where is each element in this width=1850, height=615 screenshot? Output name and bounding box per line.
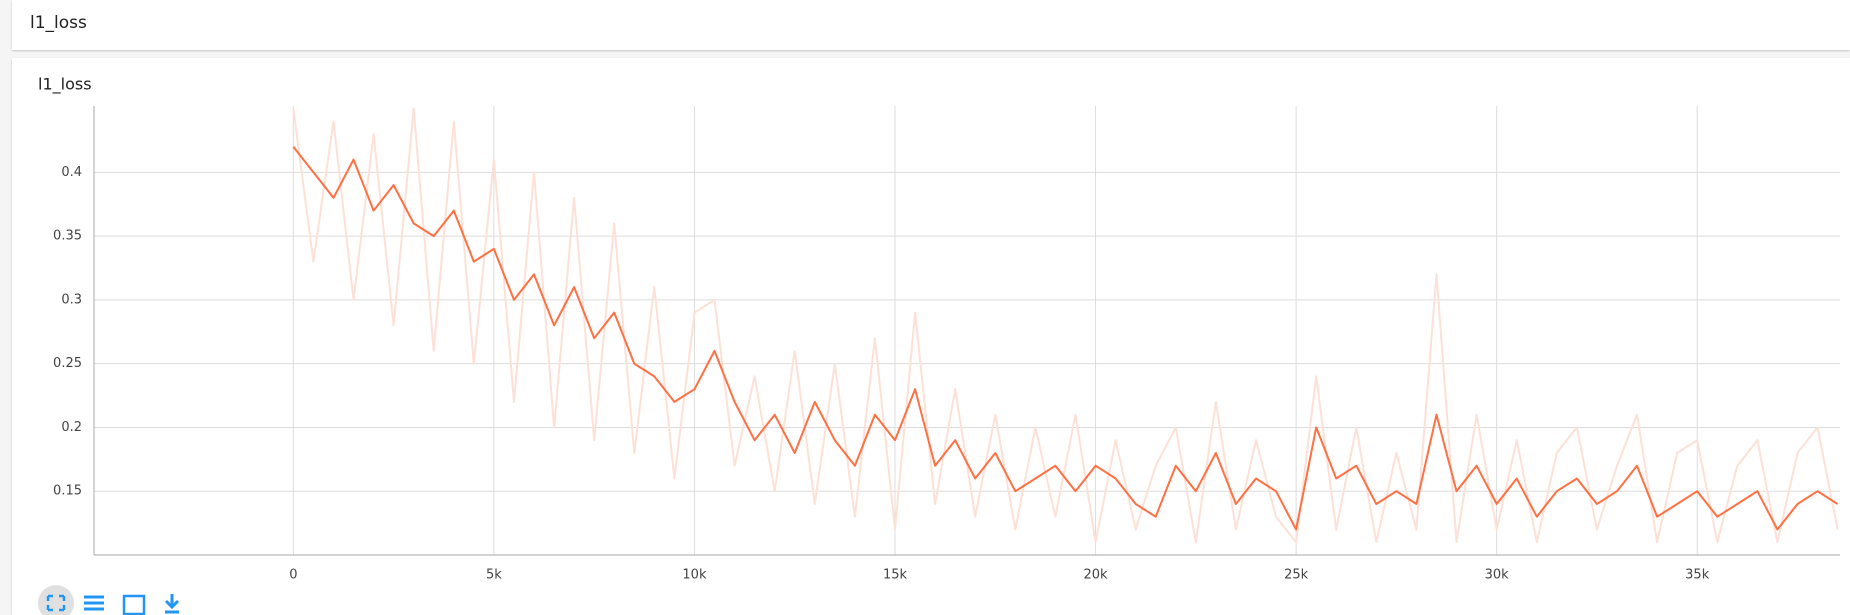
y-tick-label: 0.4 xyxy=(61,165,82,180)
chart-title: l1_loss xyxy=(38,75,92,95)
y-tick-label: 0.35 xyxy=(53,229,82,244)
x-tick-label: 0 xyxy=(289,568,297,583)
y-tick-label: 0.25 xyxy=(53,356,82,371)
x-tick-label: 30k xyxy=(1485,568,1510,583)
x-tick-label: 35k xyxy=(1685,568,1710,583)
series-line xyxy=(292,146,1839,531)
x-tick-label: 25k xyxy=(1284,568,1309,583)
y-tick-label: 0.3 xyxy=(61,292,82,307)
series-line xyxy=(292,107,1839,544)
download-button[interactable] xyxy=(164,594,180,614)
log-button[interactable] xyxy=(84,595,104,611)
y-tick-label: 0.15 xyxy=(53,484,82,499)
x-tick-label: 20k xyxy=(1084,568,1109,583)
header-title[interactable]: l1_loss xyxy=(30,13,87,33)
x-tick-label: 10k xyxy=(682,568,707,583)
x-tick-label: 15k xyxy=(883,568,908,583)
toolbar xyxy=(38,585,180,615)
chart-card xyxy=(12,58,1850,615)
plot-area xyxy=(292,107,1839,544)
header-card: l1_loss xyxy=(12,0,1850,50)
fit-button[interactable] xyxy=(38,585,74,615)
fit-icon xyxy=(46,594,66,612)
y-tick-label: 0.2 xyxy=(61,420,82,435)
zoom-button[interactable] xyxy=(122,594,146,615)
x-tick-label: 5k xyxy=(486,568,502,583)
